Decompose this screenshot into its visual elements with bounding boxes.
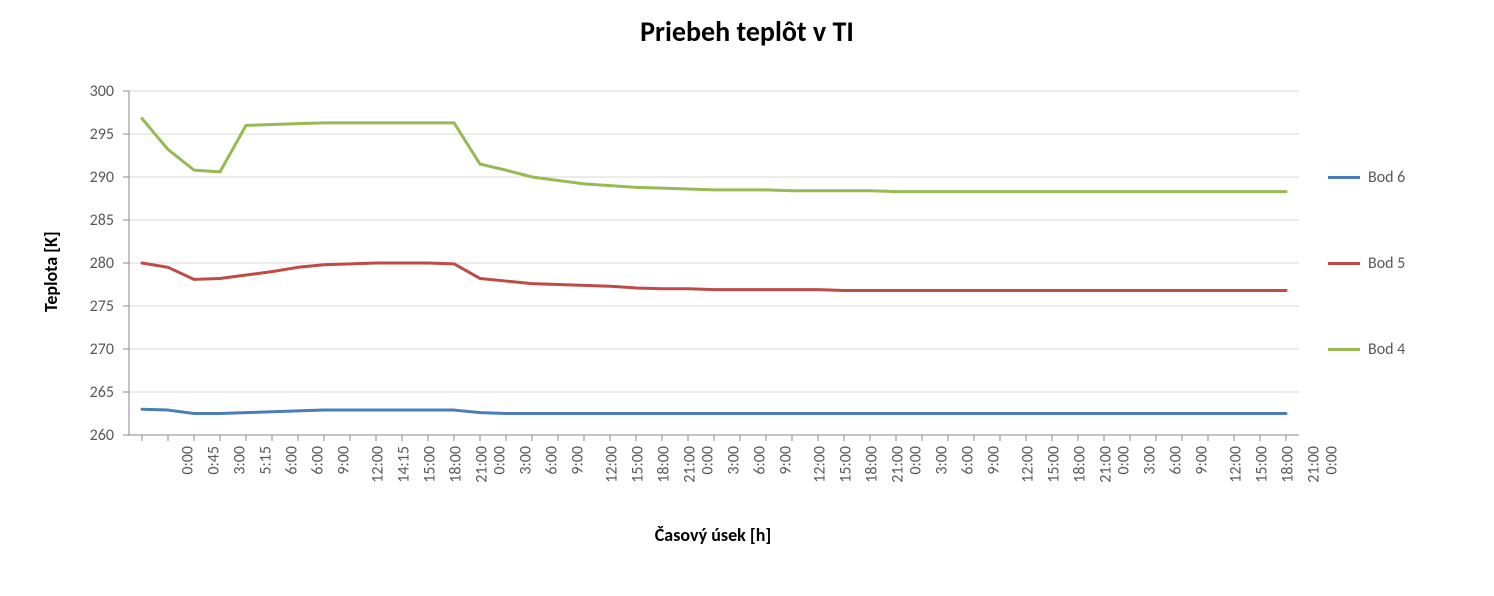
x-tick-label: 14:15 xyxy=(395,446,414,483)
x-tick-label: 0:00 xyxy=(1115,446,1134,475)
x-tick-label: 6:00 xyxy=(959,446,978,475)
legend-swatch xyxy=(1328,176,1360,179)
y-tick-label: 265 xyxy=(0,383,114,402)
legend-item: Bod 5 xyxy=(1328,254,1405,273)
x-tick-label: 5:15 xyxy=(257,446,276,475)
x-tick-label: 0:00 xyxy=(491,446,510,475)
x-tick-label: 21:00 xyxy=(1305,446,1324,483)
legend-label: Bod 6 xyxy=(1368,168,1405,187)
x-tick-label: 21:00 xyxy=(1097,446,1116,483)
legend-item: Bod 4 xyxy=(1328,340,1405,359)
x-tick-label: 0:00 xyxy=(1323,446,1342,475)
chart-title: Priebeh teplôt v TI xyxy=(0,14,1494,49)
y-tick-label: 285 xyxy=(0,211,114,230)
y-tick-label: 290 xyxy=(0,168,114,187)
x-tick-label: 21:00 xyxy=(473,446,492,483)
x-tick-label: 6:00 xyxy=(543,446,562,475)
y-tick-label: 280 xyxy=(0,254,114,273)
x-tick-label: 9:00 xyxy=(985,446,1004,475)
x-axis-label: Časový úsek [h] xyxy=(128,524,1298,546)
legend-label: Bod 5 xyxy=(1368,254,1405,273)
x-tick-label: 0:00 xyxy=(179,446,198,475)
legend-item: Bod 6 xyxy=(1328,168,1405,187)
x-tick-label: 6:00 xyxy=(1167,446,1186,475)
x-tick-label: 21:00 xyxy=(889,446,908,483)
x-tick-label: 12:00 xyxy=(811,446,830,483)
x-tick-label: 3:00 xyxy=(517,446,536,475)
y-tick-label: 300 xyxy=(0,82,114,101)
x-tick-label: 3:00 xyxy=(231,446,250,475)
x-tick-label: 9:00 xyxy=(777,446,796,475)
x-tick-label: 12:00 xyxy=(1227,446,1246,483)
y-tick-label: 275 xyxy=(0,297,114,316)
x-tick-label: 6:00 xyxy=(283,446,302,475)
x-tick-label: 18:00 xyxy=(655,446,674,483)
chart-container: Priebeh teplôt v TI Teplota [K] Časový ú… xyxy=(0,0,1494,596)
x-tick-label: 0:45 xyxy=(205,446,224,475)
x-tick-label: 0:00 xyxy=(699,446,718,475)
x-tick-label: 6:00 xyxy=(751,446,770,475)
legend-label: Bod 4 xyxy=(1368,340,1405,359)
x-tick-label: 9:00 xyxy=(335,446,354,475)
legend: Bod 6 Bod 5 Bod 4 xyxy=(1328,90,1488,434)
x-tick-label: 12:00 xyxy=(1019,446,1038,483)
x-tick-label: 6:00 xyxy=(309,446,328,475)
x-tick-label: 12:00 xyxy=(369,446,388,483)
x-tick-label: 0:00 xyxy=(907,446,926,475)
x-tick-label: 3:00 xyxy=(1141,446,1160,475)
y-tick-label: 270 xyxy=(0,340,114,359)
x-tick-label: 18:00 xyxy=(863,446,882,483)
x-tick-label: 15:00 xyxy=(1045,446,1064,483)
legend-swatch xyxy=(1328,262,1360,265)
x-tick-label: 3:00 xyxy=(725,446,744,475)
x-tick-label: 12:00 xyxy=(603,446,622,483)
x-tick-label: 15:00 xyxy=(1253,446,1272,483)
legend-swatch xyxy=(1328,348,1360,351)
x-tick-label: 3:00 xyxy=(933,446,952,475)
y-tick-label: 260 xyxy=(0,426,114,445)
y-tick-label: 295 xyxy=(0,125,114,144)
x-tick-label: 15:00 xyxy=(837,446,856,483)
x-tick-label: 15:00 xyxy=(421,446,440,483)
x-tick-label: 9:00 xyxy=(1193,446,1212,475)
chart-plot xyxy=(122,90,1300,448)
x-tick-label: 18:00 xyxy=(1071,446,1090,483)
x-tick-label: 18:00 xyxy=(447,446,466,483)
x-tick-label: 18:00 xyxy=(1279,446,1298,483)
x-tick-label: 9:00 xyxy=(569,446,588,475)
x-tick-label: 15:00 xyxy=(629,446,648,483)
x-tick-label: 21:00 xyxy=(681,446,700,483)
